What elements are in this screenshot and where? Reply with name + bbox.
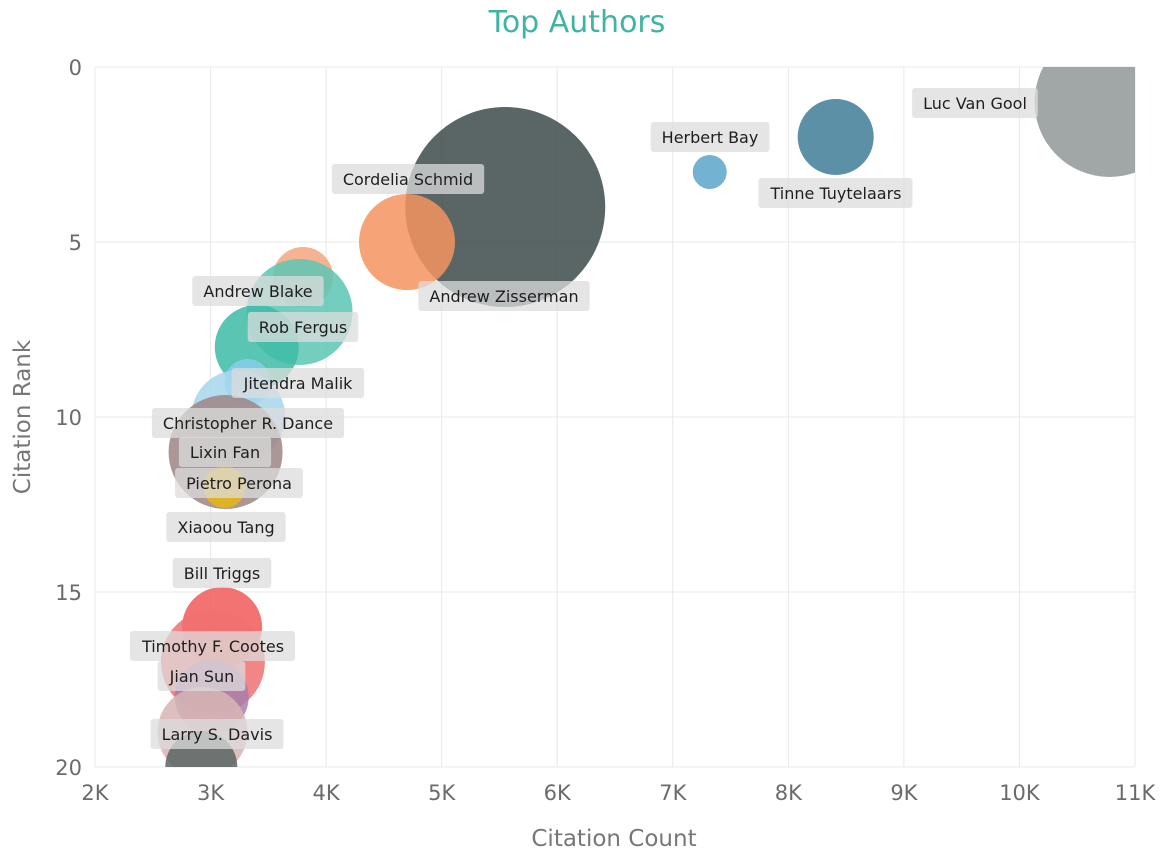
x-tick-label: 6K (544, 781, 572, 805)
data-label-background (331, 164, 485, 194)
bubble[interactable] (359, 194, 455, 290)
y-tick-label: 10 (55, 406, 82, 430)
data-label-text: Christopher R. Dance (163, 414, 333, 433)
data-label-background (418, 281, 590, 311)
data-label-text: Tinne Tuytelaars (770, 184, 902, 203)
data-label-background (175, 468, 303, 498)
data-label-text: Timothy F. Cootes (141, 637, 284, 656)
bubble[interactable] (1034, 27, 1160, 177)
data-label: Luc Van Gool (912, 88, 1038, 118)
data-label: Herbert Bay (650, 122, 770, 152)
data-label-text: Bill Triggs (184, 564, 261, 583)
data-label-background (178, 437, 272, 467)
data-label: Larry S. Davis (150, 719, 284, 749)
data-label-text: Herbert Bay (662, 128, 759, 147)
data-label: Andrew Zisserman (418, 281, 590, 311)
gridlines (94, 66, 1136, 768)
data-label-background (166, 512, 286, 542)
data-label: Xiaoou Tang (166, 512, 286, 542)
bubble[interactable] (797, 99, 874, 175)
data-label-background (150, 719, 284, 749)
chart-title: Top Authors (488, 5, 666, 40)
data-label: Jian Sun (157, 661, 246, 691)
data-label-text: Lixin Fan (190, 443, 260, 462)
y-tick-label: 5 (69, 231, 82, 255)
data-label: Bill Triggs (172, 558, 272, 588)
x-tick-label: 3K (197, 781, 225, 805)
data-label: Timothy F. Cootes (129, 631, 296, 661)
data-label-text: Andrew Zisserman (429, 287, 578, 306)
data-label: Tinne Tuytelaars (758, 178, 913, 208)
data-label-text: Larry S. Davis (162, 725, 273, 744)
data-label-text: Cordelia Schmid (343, 170, 473, 189)
x-tick-label: 5K (428, 781, 456, 805)
x-tick-label: 9K (890, 781, 918, 805)
data-label-background (231, 368, 365, 398)
data-label-background (157, 661, 246, 691)
data-label: Pietro Perona (175, 468, 303, 498)
y-tick-label: 0 (69, 56, 82, 80)
data-label-background (172, 558, 272, 588)
bubble[interactable] (405, 107, 606, 307)
data-label-background (192, 276, 324, 306)
y-axis-title: Citation Rank (10, 339, 36, 494)
data-label-text: Pietro Perona (186, 474, 292, 493)
data-label-text: Xiaoou Tang (177, 518, 274, 537)
x-axis-title: Citation Count (531, 826, 696, 852)
y-tick-label: 15 (55, 581, 82, 605)
x-tick-label: 8K (775, 781, 803, 805)
y-tick-label: 20 (55, 756, 82, 780)
x-tick-label: 4K (313, 781, 341, 805)
data-label-text: Andrew Blake (203, 282, 312, 301)
data-label-background (650, 122, 770, 152)
data-label-text: Luc Van Gool (923, 94, 1027, 113)
x-tick-label: 10K (999, 781, 1041, 805)
data-label-background (912, 88, 1038, 118)
data-label-text: Jian Sun (169, 667, 235, 686)
data-label-background (129, 631, 296, 661)
x-tick-label: 7K (659, 781, 687, 805)
data-label: Rob Fergus (247, 312, 359, 342)
x-tick-label: 2K (81, 781, 109, 805)
data-label-background (151, 408, 345, 438)
x-tick-label: 11K (1115, 781, 1157, 805)
data-labels: Luc Van Gool Tinne Tuytelaars Herbert Bay A… (129, 88, 1038, 749)
x-axis-ticks: 2K 3K 4K 5K 6K 7K 8K 9K 10K 11K (81, 781, 1156, 805)
data-label: Lixin Fan (178, 437, 272, 467)
data-label-text: Rob Fergus (259, 318, 348, 337)
data-label-background (758, 178, 913, 208)
bubble[interactable] (692, 155, 727, 189)
data-label: Jitendra Malik (231, 368, 365, 398)
data-label: Cordelia Schmid (331, 164, 485, 194)
data-label: Andrew Blake (192, 276, 324, 306)
data-label: Christopher R. Dance (151, 408, 345, 438)
y-axis-ticks: 0 5 10 15 20 (55, 56, 82, 780)
data-label-background (247, 312, 359, 342)
data-label-text: Jitendra Malik (243, 374, 354, 393)
